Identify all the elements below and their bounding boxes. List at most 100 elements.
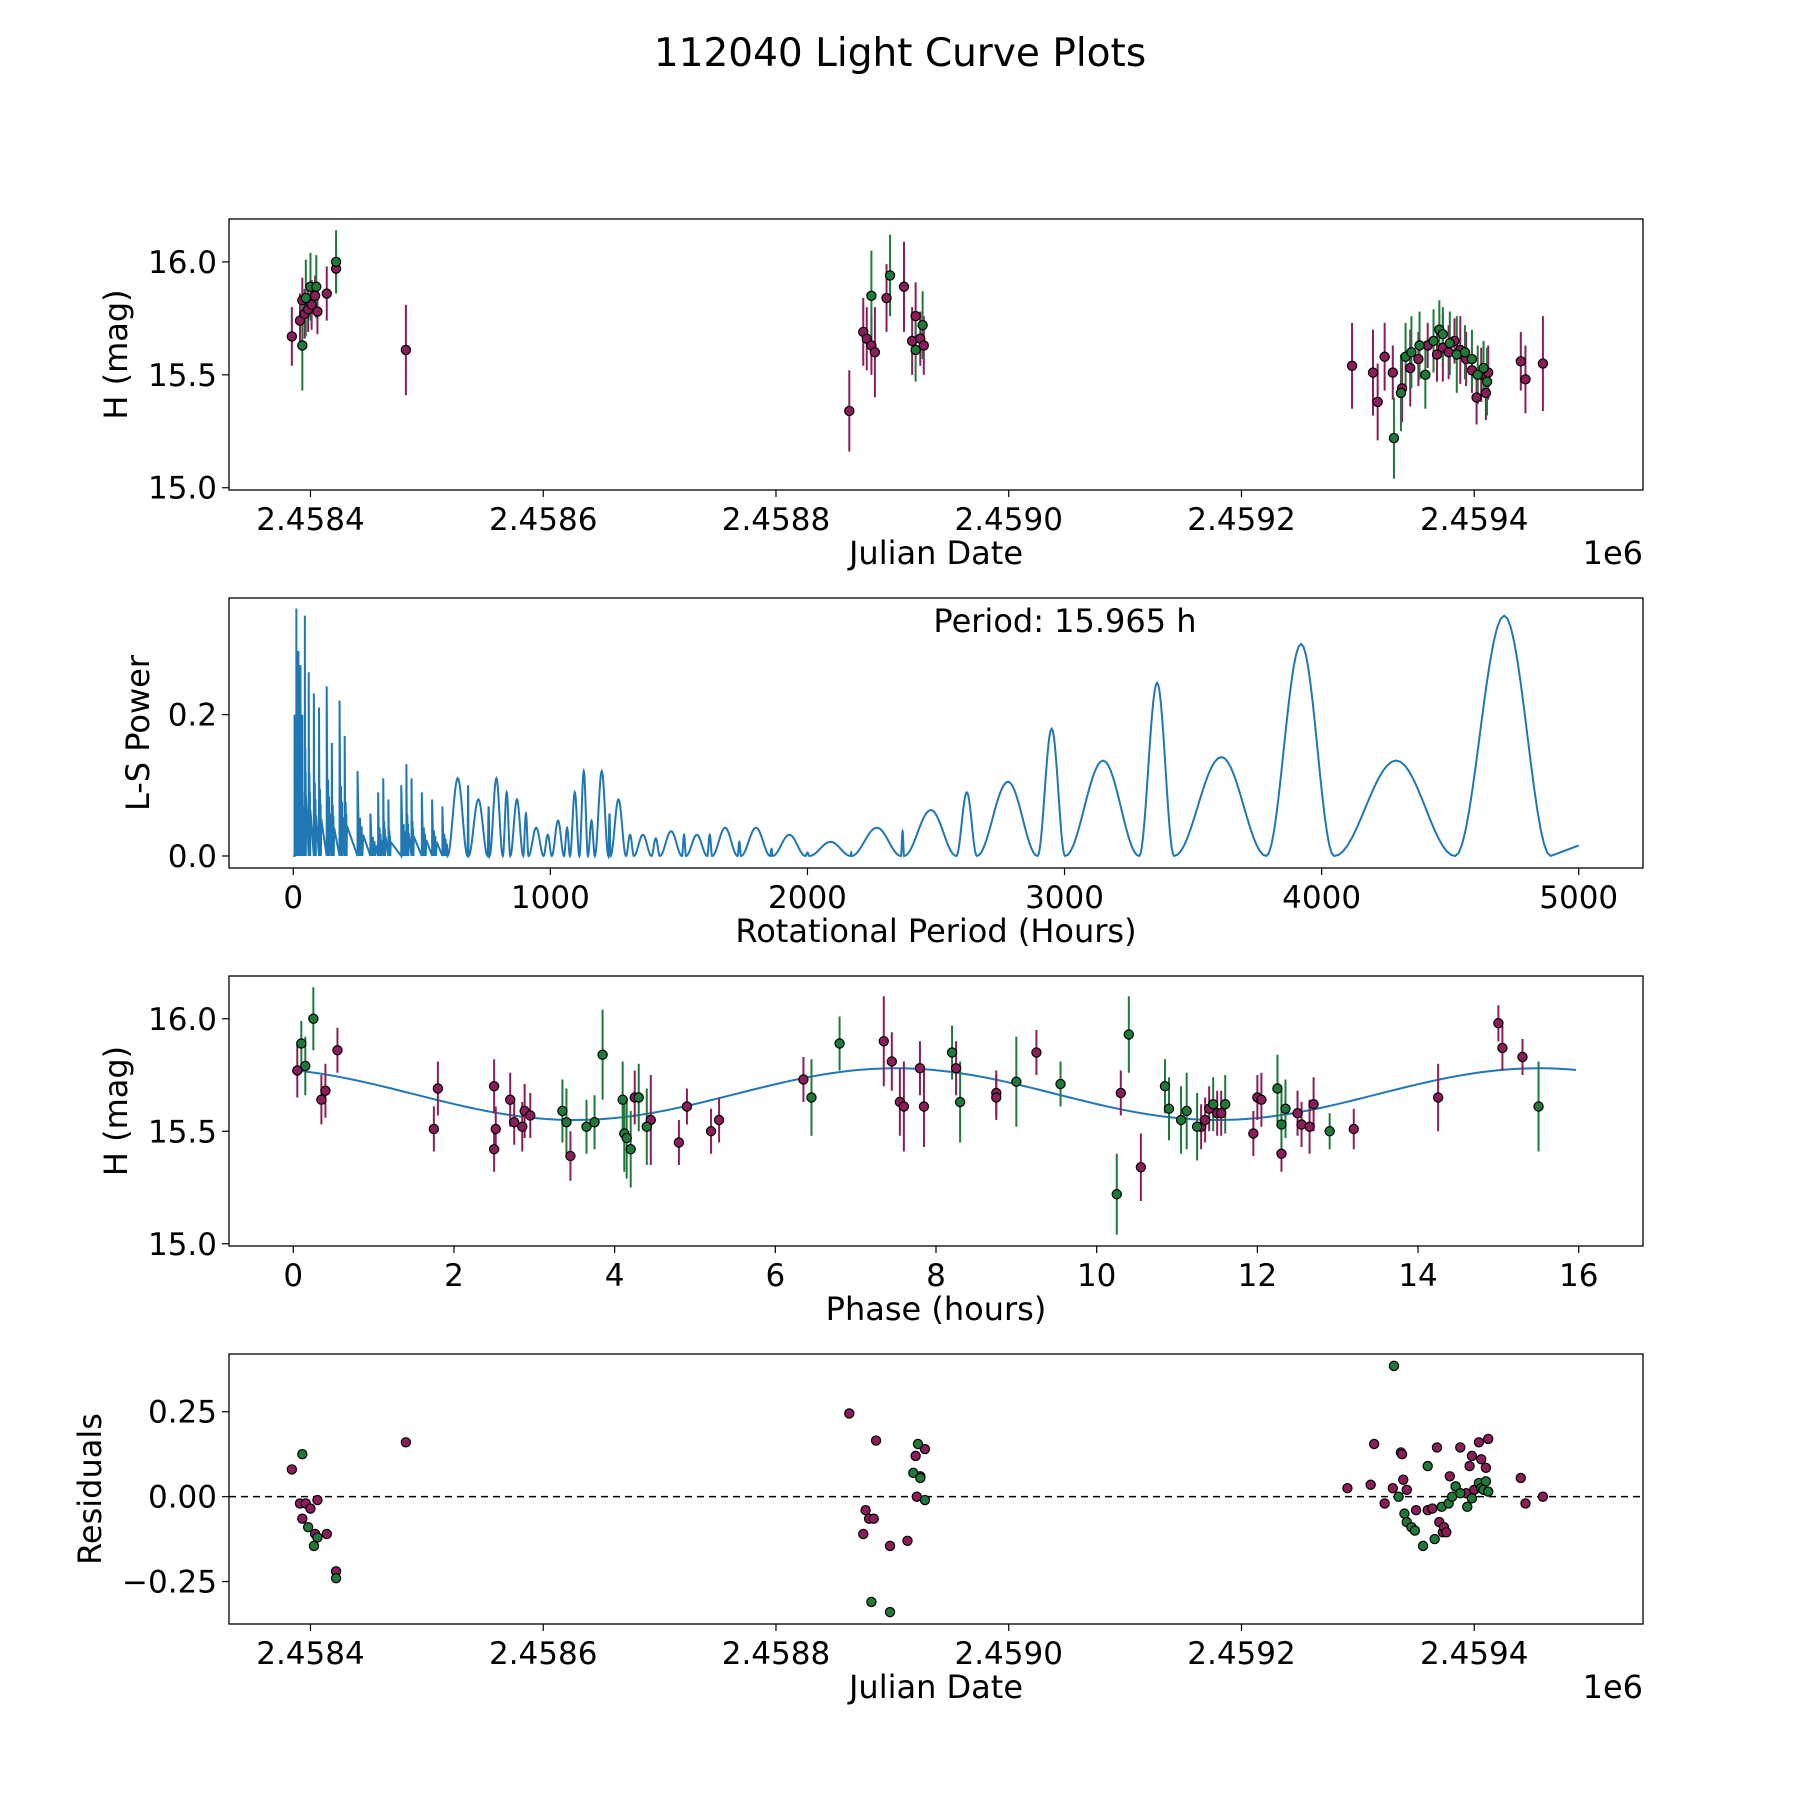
fit-curve bbox=[293, 1067, 1577, 1122]
data-point bbox=[509, 1117, 520, 1128]
data-point bbox=[1379, 351, 1390, 362]
axis-offset-label: 1e6 bbox=[1583, 1668, 1643, 1706]
x-tick-label: 2.4590 bbox=[954, 502, 1062, 538]
data-point bbox=[490, 1123, 501, 1135]
data-point bbox=[1437, 328, 1449, 340]
x-tick-label: 5000 bbox=[1539, 880, 1618, 916]
data-point bbox=[1410, 1505, 1422, 1516]
y-axis-label: H (mag) bbox=[97, 1046, 135, 1176]
data-point bbox=[1406, 347, 1417, 358]
data-point bbox=[681, 1101, 693, 1112]
data-point bbox=[633, 1092, 644, 1103]
data-point bbox=[312, 306, 323, 317]
x-tick-label: 3000 bbox=[1025, 880, 1104, 916]
y-tick-label: 15.0 bbox=[148, 1227, 217, 1263]
data-point bbox=[1466, 1450, 1478, 1462]
data-point bbox=[1480, 1476, 1492, 1487]
data-point bbox=[561, 1117, 572, 1128]
data-point bbox=[914, 1063, 926, 1074]
data-point bbox=[1441, 1527, 1452, 1538]
data-point bbox=[1420, 369, 1431, 381]
data-point bbox=[1464, 1460, 1475, 1472]
data-point bbox=[1220, 1099, 1231, 1110]
y-tick-label: 16.0 bbox=[148, 1002, 217, 1038]
data-point bbox=[919, 1443, 931, 1455]
data-point bbox=[1365, 1479, 1376, 1490]
data-point bbox=[918, 1101, 930, 1112]
data-point bbox=[1272, 1083, 1283, 1094]
data-point bbox=[309, 290, 321, 301]
data-point bbox=[870, 1435, 882, 1446]
data-point bbox=[296, 1038, 307, 1049]
y-tick-label: 15.5 bbox=[148, 358, 217, 394]
data-point bbox=[910, 310, 921, 322]
plot-area bbox=[293, 608, 1580, 860]
data-point bbox=[868, 1513, 879, 1524]
x-tick-label: 2.4588 bbox=[722, 1636, 830, 1672]
data-point bbox=[1517, 1051, 1528, 1063]
data-point bbox=[330, 256, 342, 268]
data-point bbox=[1515, 1472, 1527, 1484]
data-point bbox=[806, 1092, 817, 1103]
data-point bbox=[991, 1092, 1002, 1103]
chart-phase: 0 2 4 6 8 10 12 14 16 15.0 15.5 16.0 Phase (hours) H … bbox=[97, 975, 1644, 1328]
data-point bbox=[1429, 1533, 1440, 1545]
data-point bbox=[798, 1074, 809, 1085]
data-point bbox=[320, 1085, 331, 1096]
data-point bbox=[286, 1464, 298, 1475]
y-tick-label: 0.2 bbox=[168, 698, 217, 734]
x-tick-label: 2.4594 bbox=[1420, 1636, 1528, 1672]
data-point bbox=[1444, 1471, 1456, 1482]
data-point bbox=[860, 1505, 871, 1516]
data-point bbox=[1466, 353, 1478, 365]
data-point bbox=[332, 1045, 343, 1056]
x-tick-label: 14 bbox=[1398, 1258, 1437, 1294]
data-point bbox=[400, 344, 412, 356]
data-point bbox=[1324, 1126, 1335, 1137]
data-point bbox=[884, 1540, 896, 1552]
data-point bbox=[1031, 1047, 1042, 1058]
data-point bbox=[316, 1094, 327, 1105]
chart-ls: 0 1000 2000 3000 4000 5000 0.0 0.2 Rotational Pe… bbox=[119, 597, 1644, 950]
data-point bbox=[1431, 1442, 1443, 1453]
x-tick-label: 2.4592 bbox=[1187, 1636, 1295, 1672]
data-point bbox=[1276, 1119, 1287, 1130]
data-point bbox=[565, 1150, 576, 1162]
data-point bbox=[1398, 1474, 1409, 1485]
data-point bbox=[1388, 1360, 1400, 1372]
data-point bbox=[1123, 1029, 1135, 1040]
data-point bbox=[884, 270, 896, 281]
x-axis-label: Julian Date bbox=[847, 534, 1023, 572]
data-point bbox=[312, 1494, 323, 1506]
data-point bbox=[834, 1038, 845, 1049]
data-point bbox=[954, 1096, 966, 1108]
data-point bbox=[1256, 1094, 1267, 1105]
data-point bbox=[1387, 1482, 1398, 1494]
x-tick-label: 4000 bbox=[1282, 880, 1361, 916]
data-point bbox=[1191, 1121, 1203, 1132]
data-point bbox=[286, 331, 298, 342]
data-point bbox=[1372, 396, 1383, 408]
chart-resid: 2.4584 2.4586 2.4588 2.4590 2.4592 2.4594 −0.2… bbox=[71, 1353, 1644, 1706]
data-point bbox=[300, 292, 312, 304]
data-point bbox=[297, 1513, 308, 1524]
x-tick-label: 2.4594 bbox=[1420, 502, 1528, 538]
axis-offset-label: 1e6 bbox=[1583, 534, 1643, 572]
data-point bbox=[1111, 1189, 1122, 1200]
axes-frame bbox=[228, 1353, 1644, 1625]
data-point bbox=[1135, 1162, 1147, 1173]
data-point bbox=[625, 1144, 636, 1155]
data-point bbox=[915, 1472, 926, 1484]
data-point bbox=[428, 1123, 440, 1135]
x-tick-label: 6 bbox=[765, 1258, 785, 1294]
data-point bbox=[1413, 353, 1424, 365]
x-tick-label: 2 bbox=[444, 1258, 464, 1294]
x-tick-label: 2.4584 bbox=[256, 1636, 364, 1672]
data-point bbox=[311, 281, 322, 292]
data-point bbox=[330, 1572, 342, 1584]
y-axis-label: Residuals bbox=[71, 1413, 109, 1565]
data-point bbox=[1414, 340, 1425, 351]
data-point bbox=[1304, 1121, 1315, 1132]
data-point bbox=[869, 347, 881, 358]
data-point bbox=[1379, 1498, 1390, 1509]
